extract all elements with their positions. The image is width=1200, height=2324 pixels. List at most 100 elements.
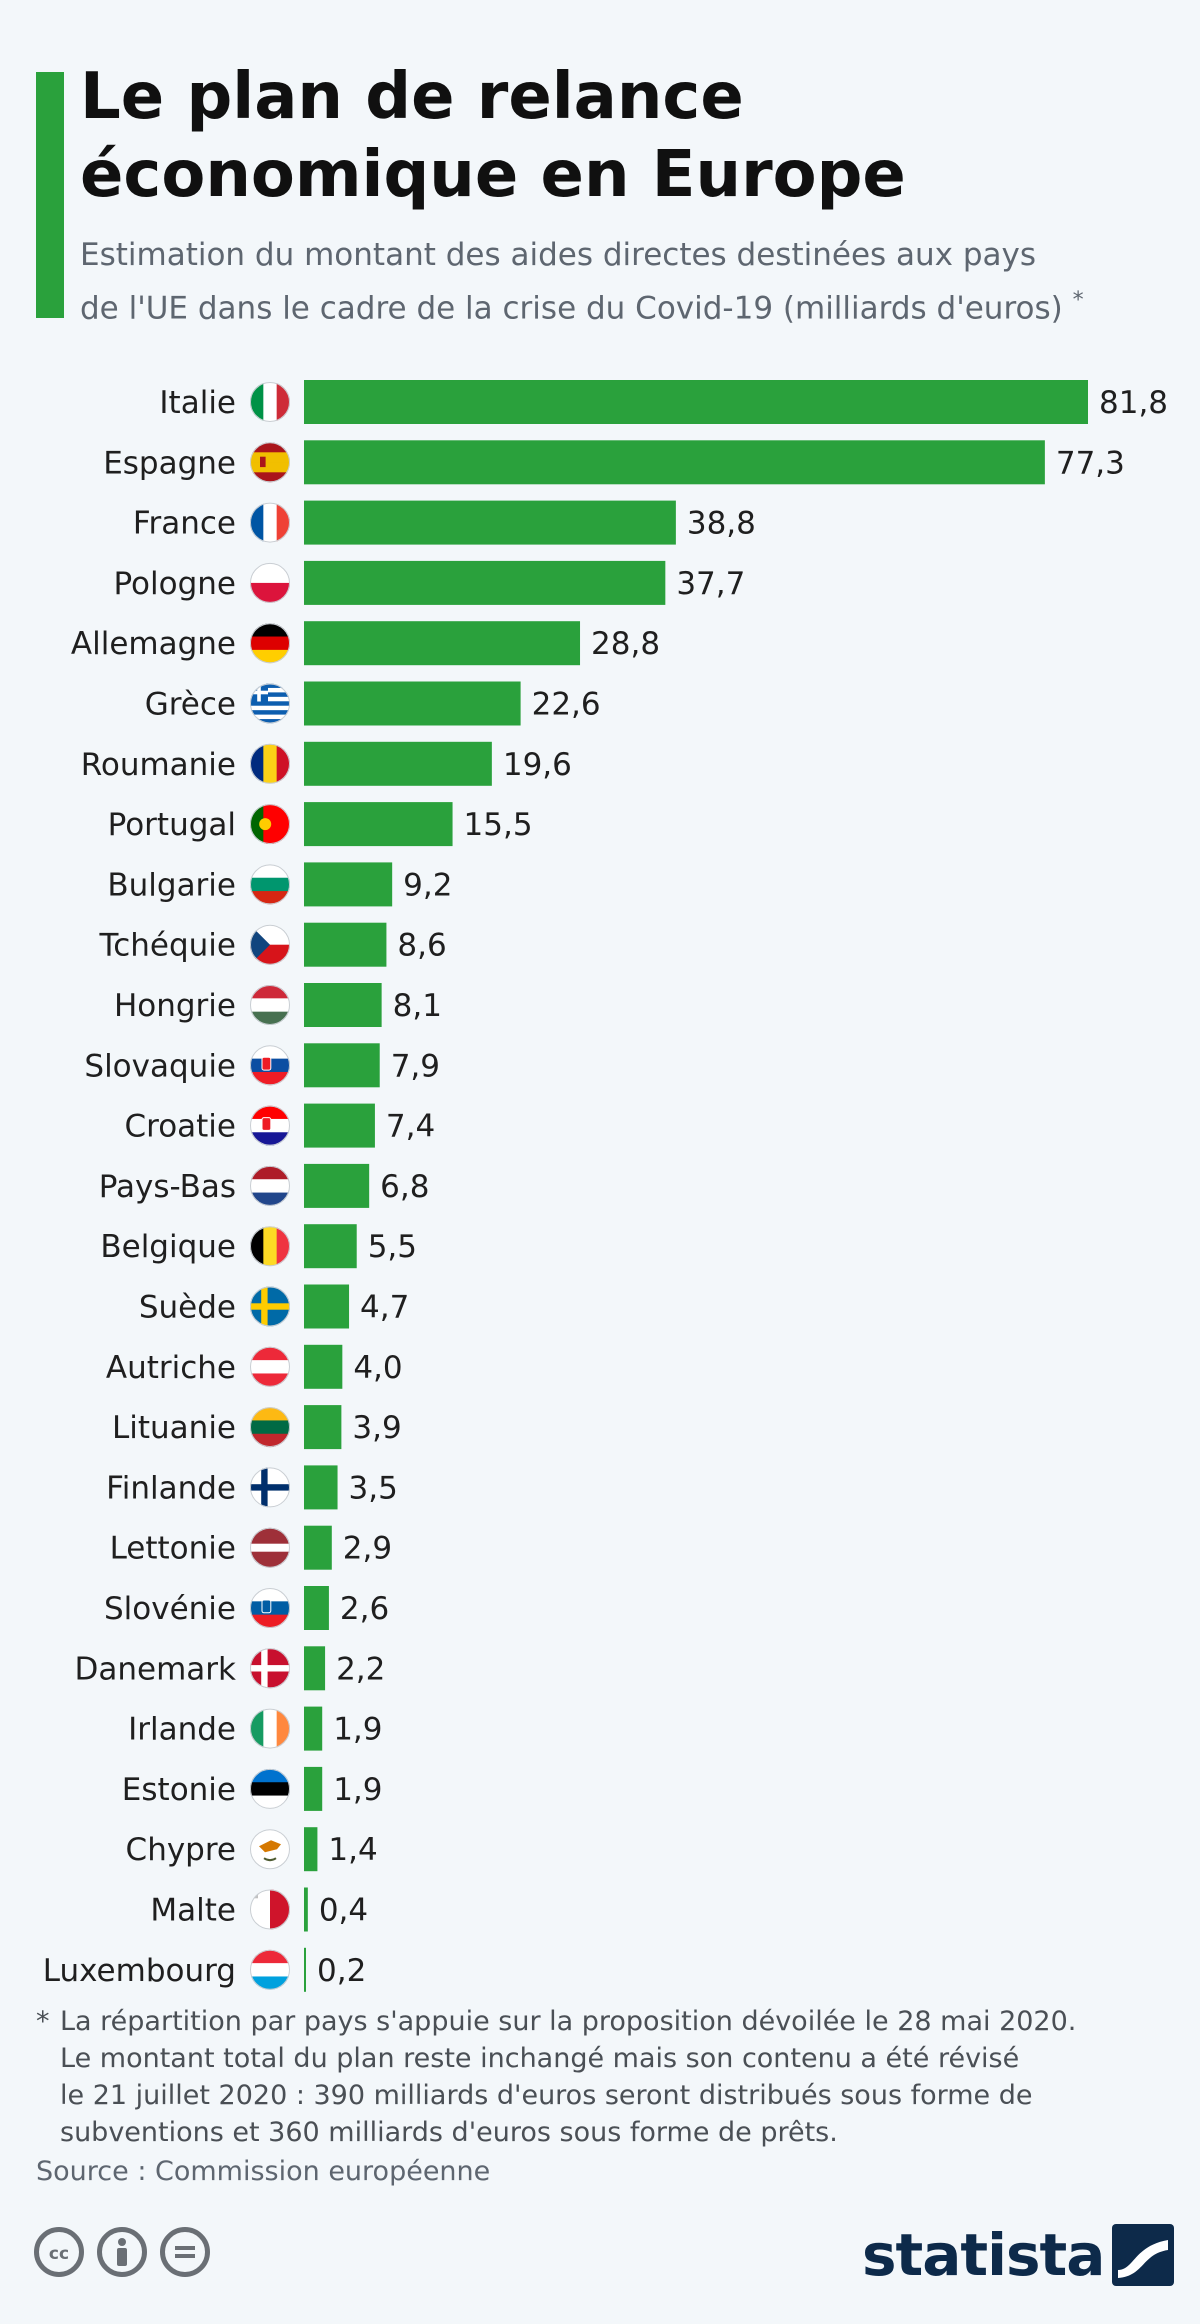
category-label: Malte [150,1893,236,1929]
bar [304,1887,308,1932]
category-label: France [133,506,236,542]
category-label: Hongrie [114,988,236,1024]
value-label: 22,6 [532,687,601,723]
subtitle-footnote-mark: * [1072,288,1084,313]
bar [304,1284,350,1329]
value-label: 6,8 [380,1169,429,1205]
category-label: Irlande [128,1712,236,1748]
value-label: 19,6 [503,747,572,783]
value-label: 15,5 [464,807,533,843]
value-label: 2,2 [336,1651,385,1687]
page-title: Le plan de relance économique en Europe [80,58,1160,214]
source-text: Source : Commission européenne [36,2156,491,2187]
value-label: 3,9 [352,1410,401,1446]
bar [304,1224,357,1269]
category-label: Roumanie [81,747,236,783]
category-label: Lettonie [110,1531,236,1567]
value-label: 37,7 [676,566,745,602]
footnote: * La répartition par pays s'appuie sur l… [36,2003,1156,2151]
malta-flag-icon [250,1889,290,1930]
poland-flag-icon [250,562,290,603]
bar [304,1646,326,1691]
value-label: 0,4 [319,1893,368,1929]
value-label: 8,6 [397,928,446,964]
bar [304,862,393,907]
value-label: 28,8 [591,626,660,662]
value-label: 7,4 [386,1109,435,1145]
value-label: 4,7 [360,1290,409,1326]
bar [304,802,453,847]
finland-flag-icon [250,1467,290,1508]
category-label: Portugal [108,807,236,843]
category-label: Bulgarie [107,867,236,903]
no-derivatives-icon[interactable] [160,2227,211,2277]
footnote-line: le 21 juillet 2020 : 390 milliards d'eur… [60,2080,1033,2111]
cyprus-flag-icon [250,1829,290,1870]
statista-logo-mark-icon [1112,2224,1175,2286]
category-label: Italie [159,385,236,421]
value-label: 9,2 [403,867,452,903]
latvia-flag-icon [250,1527,290,1568]
bar [304,681,521,726]
footnote-line: La répartition par pays s'appuie sur la … [60,2006,1077,2037]
subtitle-line-2-text: de l'UE dans le cadre de la crise du Cov… [80,290,1063,327]
value-label: 1,9 [333,1712,382,1748]
category-label: Lituanie [112,1410,236,1446]
value-label: 8,1 [393,988,442,1024]
category-label: Autriche [106,1350,236,1386]
bar [304,1103,375,1148]
bar [304,621,581,666]
bar [304,1947,306,1992]
subtitle-line-2: de l'UE dans le cadre de la crise du Cov… [80,278,1170,331]
category-label: Belgique [100,1229,236,1265]
denmark-flag-icon [250,1648,290,1689]
category-label: Espagne [103,445,236,481]
bar [304,380,1088,424]
bar [304,1586,329,1630]
bar [304,1525,332,1570]
value-label: 1,4 [328,1832,377,1868]
bar [304,741,492,786]
value-label: 1,9 [333,1772,382,1808]
title-line-2: économique en Europe [80,138,906,212]
category-label: Pays-Bas [99,1169,236,1205]
subtitle-line-1: Estimation du montant des aides directes… [80,237,1037,273]
footnote-line: subventions et 360 milliards d'euros sou… [60,2117,838,2148]
category-label: Slovaquie [84,1048,236,1084]
cc-icon[interactable]: cc [34,2227,84,2277]
category-label: Grèce [145,687,236,723]
bar [304,440,1045,485]
value-label: 2,9 [343,1531,392,1567]
statista-logo[interactable]: statista [862,2218,1175,2292]
value-label: 5,5 [368,1229,417,1265]
bar [304,983,382,1027]
category-label: Croatie [124,1109,236,1145]
value-label: 7,9 [391,1048,440,1084]
spain-flag-icon [250,442,290,483]
value-label: 38,8 [687,506,756,542]
bar [304,1405,342,1450]
category-label: Suède [139,1290,236,1326]
bar [304,500,676,545]
czechia-flag-icon [250,924,290,965]
license-icons: cc [34,2227,218,2277]
bar [304,1043,380,1088]
statista-logo-text: statista [862,2221,1105,2289]
bar [304,922,387,967]
category-label: Danemark [75,1651,237,1687]
title-accent-bar [36,72,64,318]
bar [304,1163,370,1208]
category-label: Tchéquie [99,928,236,964]
bar [304,560,666,605]
footnote-mark: * [36,2006,50,2037]
subtitle: Estimation du montant des aides directes… [80,232,1170,331]
svg-text:cc: cc [49,2244,69,2264]
bar [304,1465,338,1510]
category-label: Chypre [126,1832,236,1868]
bar [304,1706,323,1751]
category-label: Finlande [106,1470,236,1506]
category-label: Slovénie [104,1591,236,1627]
sweden-flag-icon [250,1286,290,1327]
by-attribution-icon[interactable] [97,2227,148,2277]
bar [304,1344,343,1389]
